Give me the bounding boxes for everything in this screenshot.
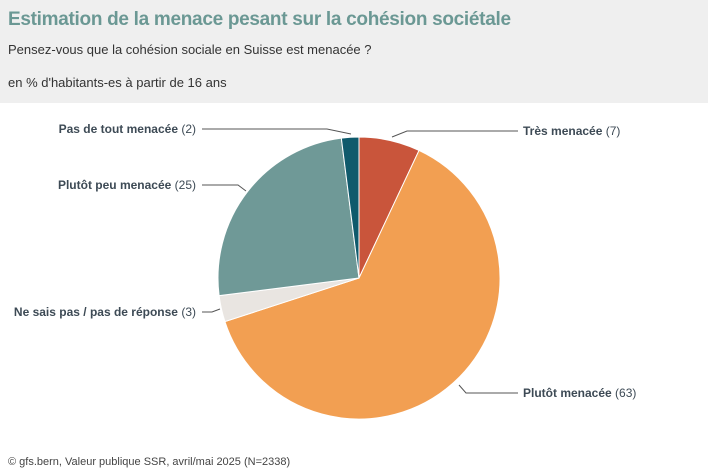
slice-label-value: (7) [606, 124, 621, 138]
chart-unit: en % d'habitants-es à partir de 16 ans [8, 75, 227, 90]
slice-label-1: Plutôt menacée (63) [523, 386, 636, 400]
slice-label-value: (3) [181, 305, 196, 319]
pie-slice-3 [217, 137, 360, 297]
leader-line-2 [202, 308, 221, 313]
leader-line-0 [391, 130, 518, 138]
leader-line-3 [202, 184, 247, 192]
slice-label-value: (63) [615, 386, 636, 400]
leader-line-1 [458, 384, 518, 394]
slice-label-4: Pas de tout menacée (2) [59, 122, 196, 136]
chart-title: Estimation de la menace pesant sur la co… [8, 9, 511, 30]
slice-label-text: Très menacée [523, 124, 606, 138]
header: Estimation de la menace pesant sur la co… [0, 0, 708, 103]
slice-label-text: Plutôt menacée [523, 386, 615, 400]
leader-line-4 [202, 128, 352, 135]
slice-label-value: (2) [181, 122, 196, 136]
slice-label-value: (25) [175, 178, 196, 192]
chart-subtitle: Pensez-vous que la cohésion sociale en S… [8, 42, 372, 57]
slice-label-text: Plutôt peu menacée [58, 178, 175, 192]
slice-label-text: Ne sais pas / pas de réponse [14, 305, 181, 319]
slice-label-2: Ne sais pas / pas de réponse (3) [14, 305, 196, 319]
pie-slice-4 [340, 136, 360, 279]
slice-label-0: Très menacée (7) [523, 124, 620, 138]
slice-label-3: Plutôt peu menacée (25) [58, 178, 196, 192]
pie-slice-1 [224, 149, 501, 420]
slice-label-text: Pas de tout menacée [59, 122, 182, 136]
source-note: © gfs.bern, Valeur publique SSR, avril/m… [8, 456, 291, 468]
